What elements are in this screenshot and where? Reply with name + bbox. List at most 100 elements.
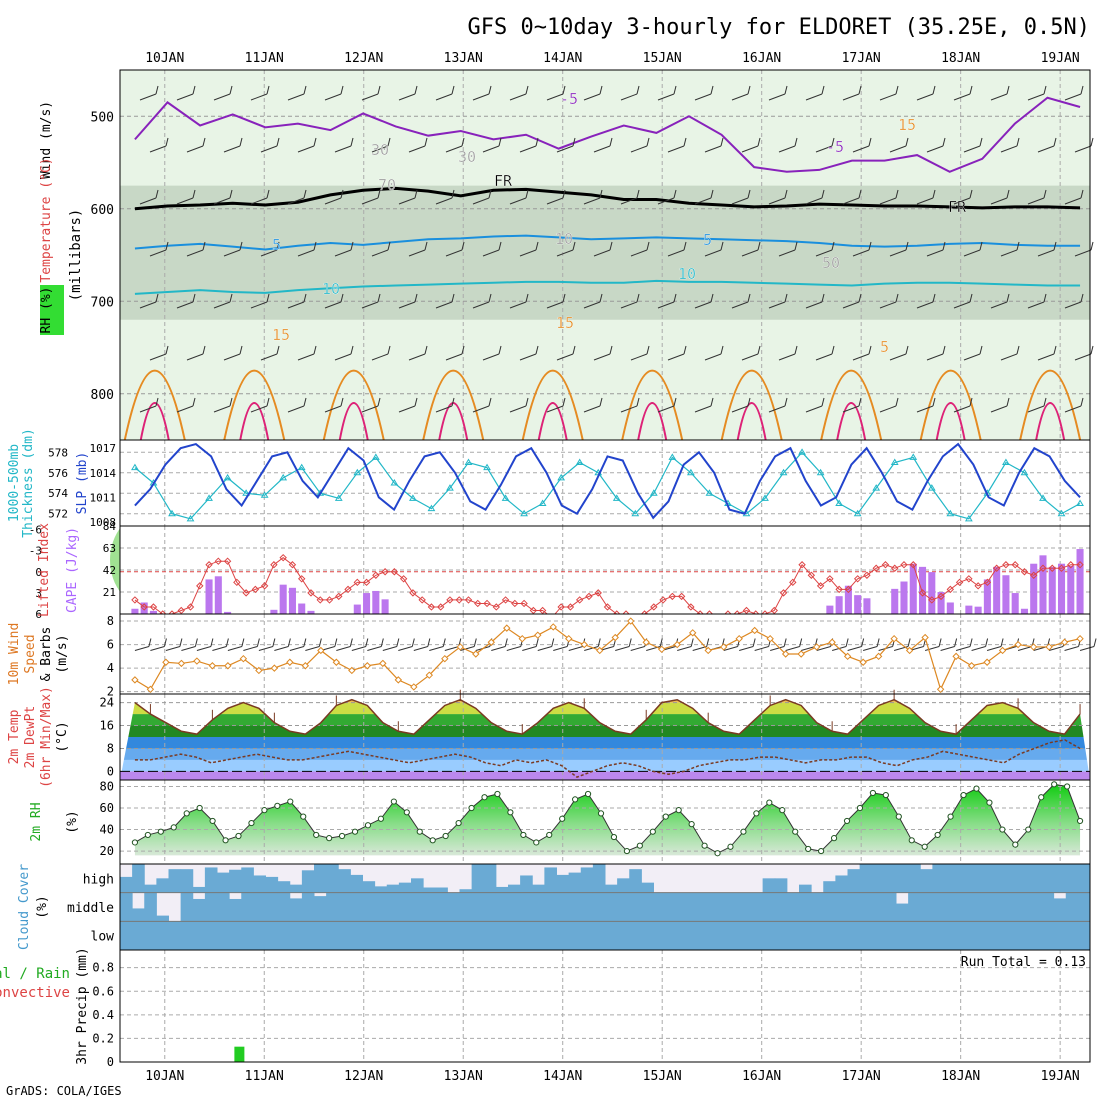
y-tick-label: 572 xyxy=(48,508,68,521)
cloud-bar xyxy=(968,892,982,922)
cloud-bar xyxy=(168,921,182,950)
wind-speed-marker xyxy=(580,640,588,649)
wind-barb xyxy=(256,638,260,647)
cloud-bar xyxy=(1005,864,1018,893)
wind-barb xyxy=(916,197,934,205)
cloud-bar xyxy=(411,921,424,950)
thickness-marker xyxy=(779,468,788,476)
rh-marker xyxy=(144,831,151,839)
wind-barb xyxy=(1027,197,1045,205)
wind-barb xyxy=(568,645,583,651)
wind-barb xyxy=(546,93,564,101)
cloud-bar xyxy=(823,892,836,922)
bottom-date-labels: 10JAN 11JAN 12JAN 13JAN 14JAN 15JAN 16JAN 17JAN… xyxy=(145,1069,1080,1084)
cloud-bar xyxy=(956,921,970,950)
wind-barb xyxy=(783,638,787,647)
wind-barb xyxy=(572,345,576,355)
wind-speed-marker xyxy=(565,634,573,643)
y-tick-label: 4 xyxy=(107,661,114,675)
wind-barb xyxy=(990,301,1008,309)
cloud-bar xyxy=(774,892,788,922)
wind-speed-marker xyxy=(673,640,681,649)
rh-marker xyxy=(973,785,980,792)
cloud-bar xyxy=(811,921,824,950)
wind-barb xyxy=(473,638,477,647)
wind-barb xyxy=(509,301,527,309)
cloud-bar xyxy=(471,864,485,893)
lifted-index-marker xyxy=(603,603,612,611)
lifted-index-marker xyxy=(650,603,658,611)
wind-barb xyxy=(398,93,416,101)
precip-3hr-panel: 0.8 0.6 0.4 0.2 0 Run Total = 0.13 Total / Rai… xyxy=(0,947,1091,1069)
wind-barb xyxy=(243,645,258,651)
cloud-bar xyxy=(350,874,363,893)
wind-barb xyxy=(1074,145,1092,153)
wind-barb xyxy=(276,137,280,147)
cape-bar xyxy=(1011,593,1019,614)
precip-bar xyxy=(234,1046,245,1062)
cloud-bar xyxy=(980,864,994,893)
wind-speed-marker xyxy=(193,657,201,665)
cloud-bar xyxy=(495,921,509,950)
axis-label: Cloud Cover xyxy=(17,864,32,950)
wind-speed-marker xyxy=(642,638,650,646)
wind-barb xyxy=(963,145,981,153)
wind-barb xyxy=(488,293,492,303)
rh-marker xyxy=(1038,794,1045,801)
cloud-bar xyxy=(580,921,594,950)
y-tick-label: 1011 xyxy=(90,491,117,504)
wind-barb xyxy=(924,645,940,651)
wind-barb xyxy=(768,301,786,309)
wind-barb xyxy=(176,405,194,413)
wind-barb xyxy=(192,293,196,303)
thickness-marker xyxy=(205,494,213,501)
wind-barb xyxy=(1090,345,1094,355)
cloud-bar xyxy=(968,864,982,893)
rh-marker xyxy=(520,831,527,839)
thickness-marker xyxy=(927,484,936,491)
cloud-bar xyxy=(1053,921,1067,950)
cloud-bar xyxy=(1041,921,1055,950)
rh-marker xyxy=(533,839,540,846)
wind-barb xyxy=(297,353,315,361)
cloud-bar xyxy=(374,921,388,950)
rh-marker xyxy=(170,824,177,831)
cape-bar xyxy=(983,579,991,614)
cape-lifted-index-panel: -6 -3 0 3 6 84 63 42 21 Lifted Index CAPE (J/kg) xyxy=(29,520,1091,622)
cape-bar xyxy=(288,587,296,614)
wind-barb xyxy=(387,345,391,355)
wind-barb xyxy=(553,645,568,651)
lifted-index-marker xyxy=(677,592,686,601)
wind-barb xyxy=(916,301,934,309)
wind-speed-marker xyxy=(224,662,232,670)
wind-barb xyxy=(498,345,502,355)
cloud-bar xyxy=(520,921,533,950)
wind-barb xyxy=(229,189,233,199)
thickness-marker xyxy=(946,509,955,517)
thickness-marker xyxy=(872,484,881,491)
wind-barb xyxy=(879,93,897,101)
rh-marker xyxy=(403,809,410,816)
cloud-bar xyxy=(447,892,460,922)
wind-barb xyxy=(1080,189,1084,199)
wind-barb xyxy=(940,645,955,651)
wind-barb xyxy=(266,397,270,407)
cloud-bar xyxy=(180,869,194,893)
wind-barb xyxy=(953,301,971,309)
cape-bar xyxy=(270,609,278,614)
cape-bar xyxy=(993,566,1001,614)
wind-barb xyxy=(889,249,907,257)
lifted-index-marker xyxy=(418,596,426,604)
cloud-bar xyxy=(677,921,691,950)
thickness-marker xyxy=(242,489,250,496)
cloud-bar xyxy=(580,892,594,922)
rh-marker xyxy=(1051,781,1058,788)
cape-bar xyxy=(353,604,361,614)
cloud-bar xyxy=(120,876,133,893)
cloud-bar xyxy=(1005,921,1018,950)
wind-barb xyxy=(371,145,389,153)
wind-barb xyxy=(752,638,756,647)
wind-speed-marker xyxy=(983,658,991,666)
cloud-bar xyxy=(398,882,412,893)
wind-barb xyxy=(954,638,958,647)
